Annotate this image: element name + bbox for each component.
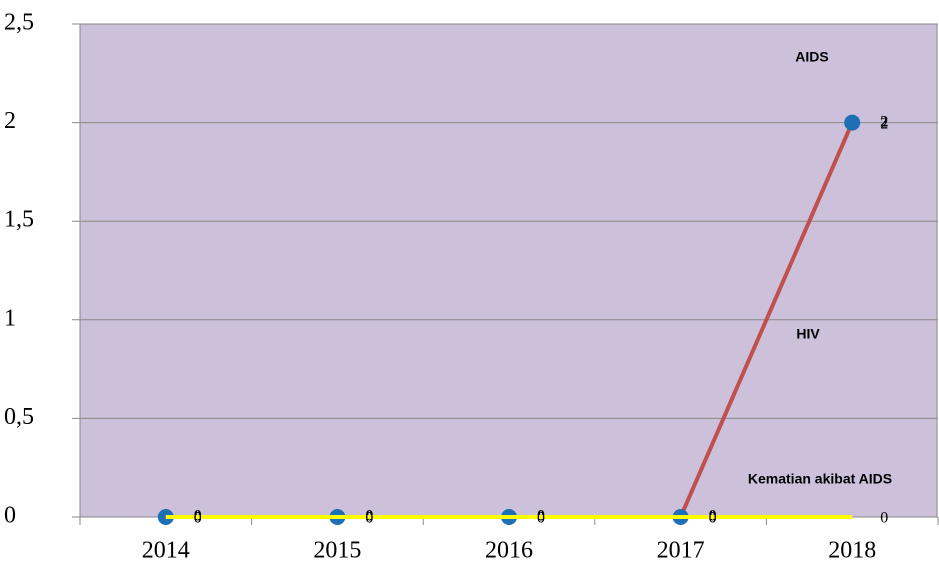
series-label: AIDS (795, 49, 828, 65)
x-tick-label: 2016 (485, 538, 533, 564)
data-label: 0 (537, 510, 545, 527)
marker (844, 114, 861, 131)
x-tick-label: 2015 (313, 538, 361, 564)
data-label: 2 (880, 113, 888, 130)
y-tick-label: 0 (4, 503, 16, 529)
data-label: 0 (365, 510, 373, 527)
series-label: HIV (796, 326, 820, 342)
data-label: 0 (880, 510, 888, 527)
x-tick-label: 2018 (828, 538, 876, 564)
y-tick-label: 2,5 (4, 10, 34, 36)
x-tick-label: 2014 (142, 538, 190, 564)
x-tick-label: 2017 (657, 538, 705, 564)
y-tick-label: 1,5 (4, 207, 34, 233)
y-tick-label: 0,5 (4, 404, 34, 430)
data-label: 0 (194, 510, 202, 527)
y-tick-label: 2 (4, 108, 16, 134)
plot-area (79, 23, 938, 518)
data-label: 0 (709, 510, 717, 527)
series-label: Kematian akibat AIDS (748, 471, 892, 487)
y-tick-label: 1 (4, 305, 16, 331)
data-label: 2 (880, 115, 888, 132)
